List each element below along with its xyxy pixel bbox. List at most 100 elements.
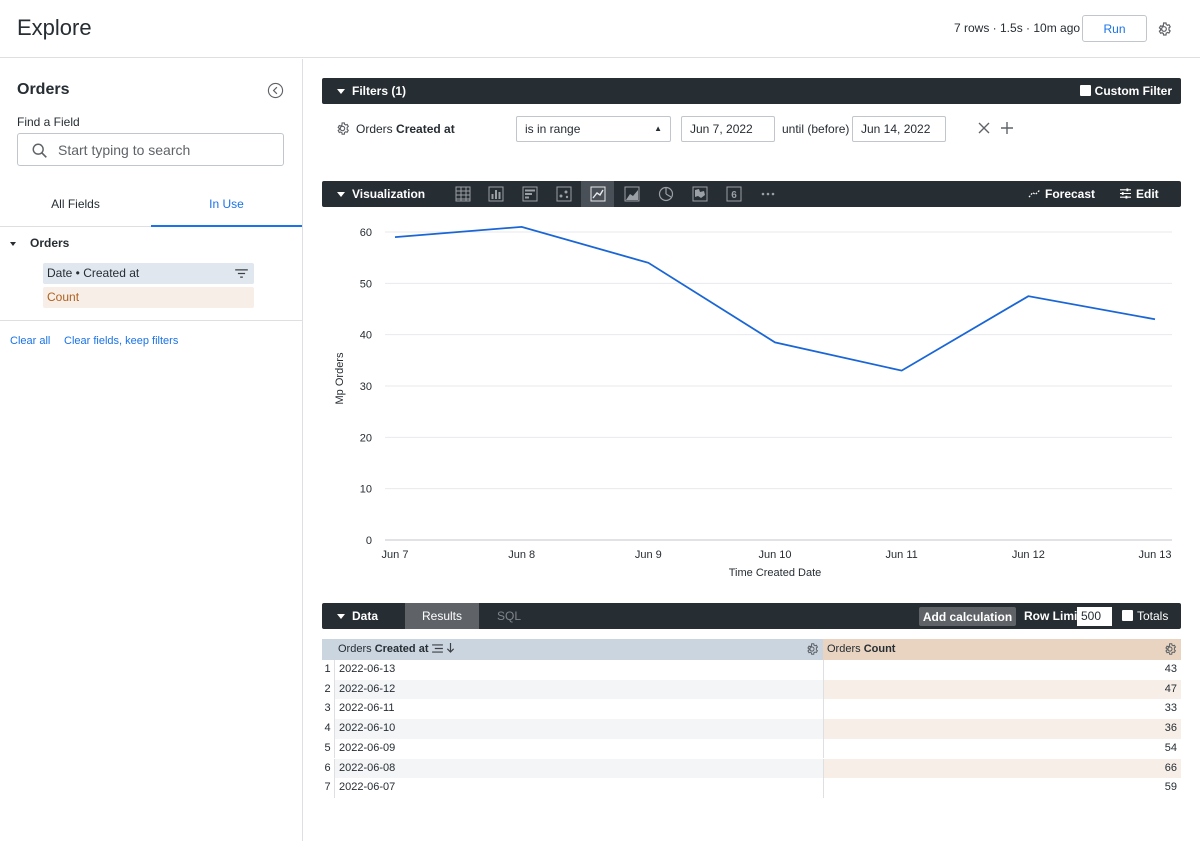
x-tick-label: Jun 13 — [1138, 549, 1171, 561]
caret-down-icon — [337, 614, 345, 619]
line-chart-icon[interactable] — [581, 181, 614, 207]
pie-chart-icon[interactable] — [649, 181, 682, 207]
cell-date: 2022-06-09 — [334, 738, 823, 759]
sliders-icon — [1120, 188, 1131, 199]
edit-label: Edit — [1136, 187, 1159, 201]
row-index: 7 — [324, 781, 331, 794]
filter-date-from[interactable]: Jun 7, 2022 — [681, 116, 775, 142]
filter-field-prefix: Orders — [356, 122, 393, 136]
edit-button[interactable]: Edit — [1119, 187, 1159, 201]
area-chart-icon[interactable] — [615, 181, 648, 207]
custom-filter-label: Custom Filter — [1094, 84, 1172, 98]
collapse-sidebar-icon[interactable] — [267, 82, 284, 99]
cell-date: 2022-06-10 — [334, 719, 823, 739]
clear-fields-keep-filters-link[interactable]: Clear fields, keep filters — [64, 335, 179, 347]
x-tick-label: Jun 10 — [758, 549, 791, 561]
y-tick-label: 40 — [360, 330, 372, 342]
field-search-input[interactable] — [58, 140, 273, 160]
filter-date-to[interactable]: Jun 14, 2022 — [852, 116, 946, 142]
field-count[interactable]: Count — [43, 287, 254, 308]
sort-descending-icon[interactable] — [446, 642, 455, 653]
add-calculation-button[interactable]: Add calculation — [919, 607, 1016, 626]
series-line — [394, 225, 1156, 372]
filters-title: Filters (1) — [352, 84, 407, 98]
totals-label: Totals — [1137, 609, 1169, 623]
caret-down-icon — [337, 89, 345, 94]
cell-date: 2022-06-08 — [334, 758, 823, 779]
run-button[interactable]: Run — [1082, 15, 1147, 42]
column-chart-icon[interactable] — [479, 181, 512, 207]
checkbox-icon — [1079, 85, 1091, 96]
column-gear-icon[interactable] — [1163, 642, 1177, 656]
forecast-button[interactable]: Forecast — [1028, 187, 1095, 201]
checkbox-icon — [1122, 610, 1133, 621]
field-group-orders[interactable]: Orders — [10, 236, 69, 250]
more-icon[interactable] — [751, 181, 784, 207]
remove-filter-icon[interactable] — [978, 122, 990, 134]
cell-count: 47 — [823, 679, 1181, 700]
y-tick-label: 50 — [360, 278, 372, 290]
find-field-label: Find a Field — [17, 115, 80, 129]
field-label: Date • Created at — [47, 266, 140, 280]
pivot-icon[interactable] — [431, 644, 443, 653]
bar-chart-icon[interactable] — [513, 181, 546, 207]
filter-gear-icon[interactable] — [335, 121, 350, 136]
chart-svg: 0 10 20 30 40 50 60 Jun 7 Jun 8 Jun 9 Jun 10 Jun 11… — [334, 225, 1172, 579]
table-row: 7 2022-06-07 59 — [322, 778, 1181, 798]
tab-in-use[interactable]: In Use — [151, 193, 302, 227]
add-filter-icon[interactable] — [1000, 121, 1014, 135]
row-index: 3 — [324, 702, 331, 715]
custom-filter-checkbox[interactable]: Custom Filter — [1079, 84, 1172, 98]
field-search-box — [17, 133, 284, 166]
visualization-bar[interactable]: Visualization 6 Forecast Edit — [322, 181, 1181, 207]
tab-results[interactable]: Results — [405, 603, 479, 629]
top-header: Explore 7 rows · 1.5s · 10m ago Run — [0, 0, 1200, 58]
divider — [0, 320, 303, 321]
y-tick-label: 0 — [366, 535, 372, 547]
table-icon[interactable] — [446, 181, 479, 207]
x-tick-label: Jun 11 — [886, 549, 918, 561]
cell-date: 2022-06-13 — [334, 660, 823, 680]
forecast-icon — [1028, 189, 1041, 198]
caret-down-icon — [10, 241, 16, 246]
column-prefix: Orders — [338, 643, 372, 655]
table-row: 2 2022-06-12 47 — [322, 679, 1181, 700]
tab-sql[interactable]: SQL — [496, 609, 521, 623]
until-label: until (before) — [782, 122, 850, 136]
y-axis-label: Mp Orders — [334, 352, 346, 404]
filter-operator-select[interactable]: is in range ▲ — [516, 116, 671, 142]
column-header-created-at[interactable]: Orders Created at — [334, 639, 823, 660]
column-name: Count — [863, 643, 896, 655]
search-icon — [32, 143, 47, 158]
column-gear-icon[interactable] — [805, 642, 819, 656]
totals-checkbox[interactable]: Totals — [1122, 609, 1168, 623]
tab-all-fields[interactable]: All Fields — [0, 193, 151, 227]
field-label: Count — [47, 290, 80, 304]
explore-name: Orders — [17, 81, 70, 98]
row-index: 2 — [324, 682, 331, 695]
row-index: 1 — [324, 663, 331, 675]
filters-bar[interactable]: Filters (1) Custom Filter — [322, 78, 1181, 104]
data-bar[interactable]: Data Results SQL Add calculation Row Lim… — [322, 603, 1181, 629]
field-picker-sidebar: Orders Find a Field All Fields In Use Or… — [0, 59, 303, 841]
scatter-icon[interactable] — [547, 181, 580, 207]
gear-icon[interactable] — [1156, 21, 1172, 37]
column-header-count[interactable]: Orders Count — [823, 639, 1181, 660]
clear-all-link[interactable]: Clear all — [10, 335, 51, 347]
row-index: 4 — [324, 722, 331, 735]
table-row: 6 2022-06-08 66 — [322, 758, 1181, 779]
table-row: 3 2022-06-11 33 — [322, 699, 1181, 720]
select-arrows-icon: ▲ — [654, 124, 662, 133]
filter-icon[interactable] — [235, 269, 248, 278]
y-tick-label: 30 — [360, 381, 372, 393]
single-value-icon[interactable]: 6 — [717, 181, 750, 207]
map-icon[interactable] — [683, 181, 716, 207]
row-index: 6 — [324, 761, 331, 774]
cell-date: 2022-06-11 — [334, 699, 823, 720]
single-value-glyph: 6 — [731, 190, 737, 201]
caret-down-icon — [337, 192, 345, 197]
y-tick-label: 60 — [360, 227, 372, 239]
field-created-at[interactable]: Date • Created at — [43, 263, 254, 284]
row-limit-input[interactable] — [1077, 607, 1112, 626]
page-title: Explore — [17, 15, 92, 40]
